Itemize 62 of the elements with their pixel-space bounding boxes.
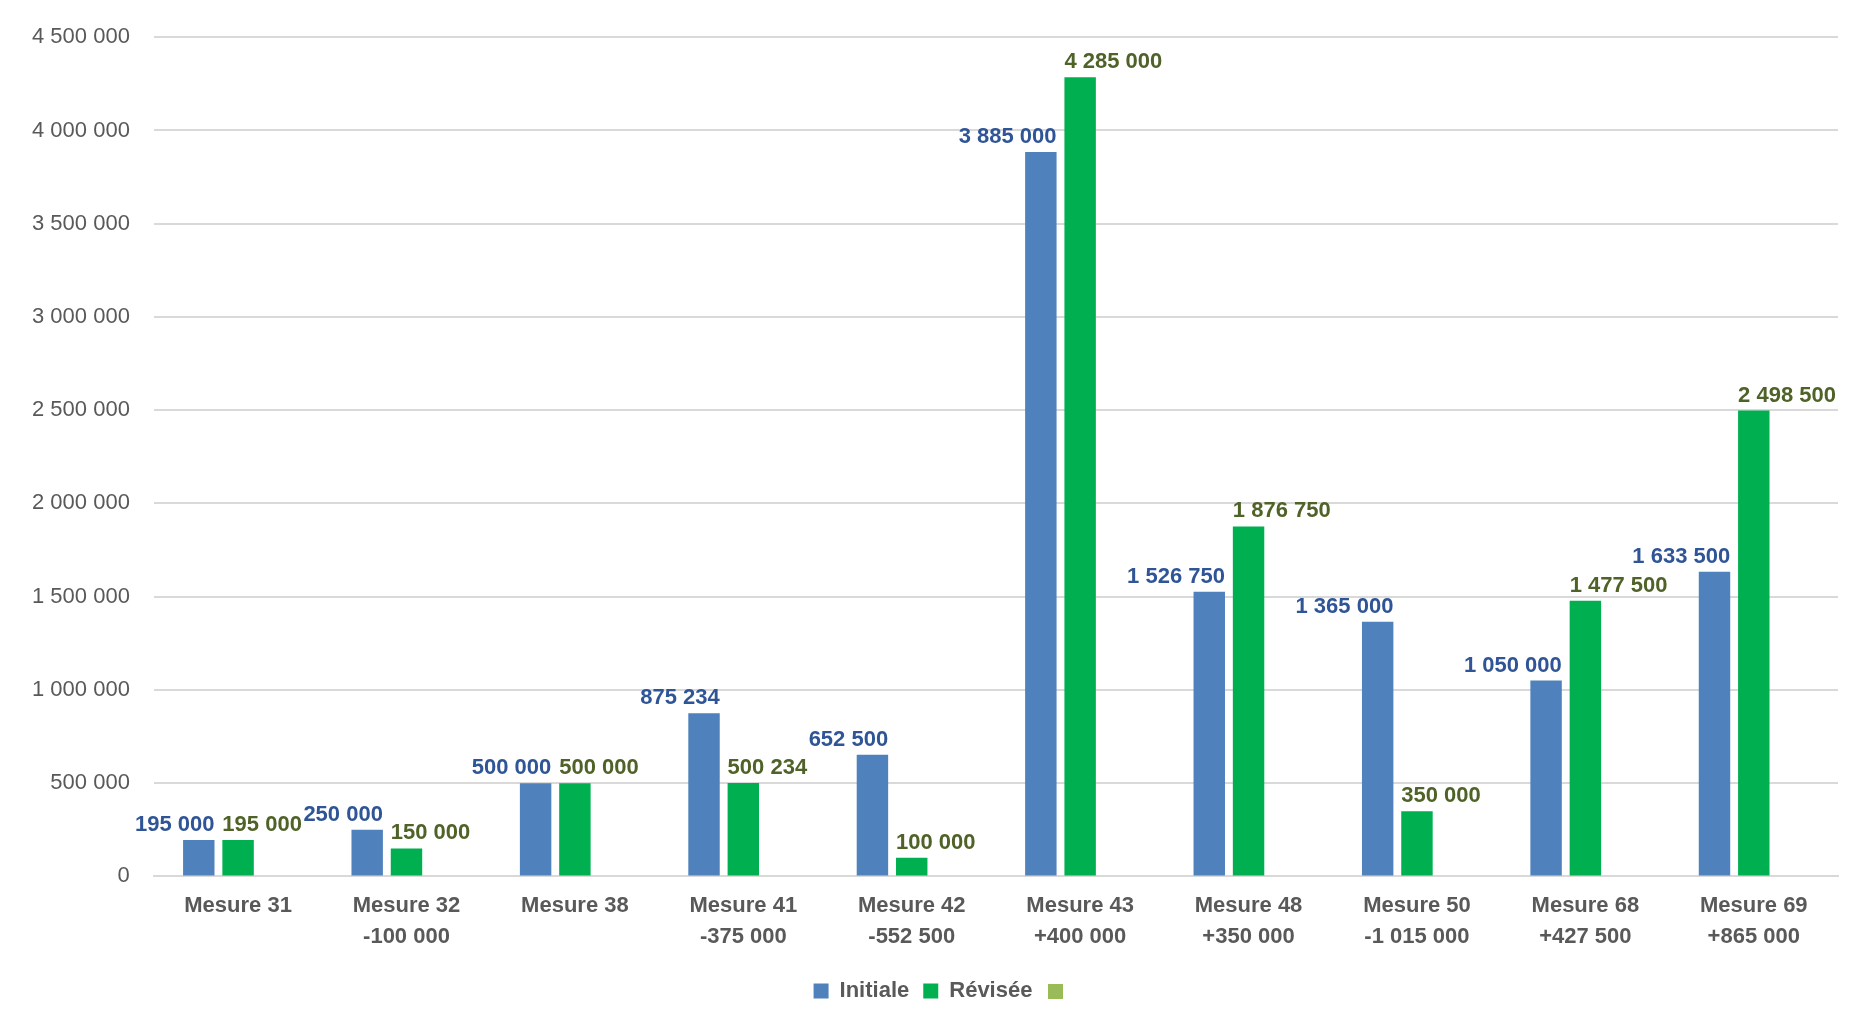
x-tick-label: Mesure 48 +350 000	[1194, 891, 1303, 948]
data-label: 875 234	[640, 684, 721, 710]
data-label: 500 000	[559, 754, 639, 780]
data-label: 250 000	[303, 800, 383, 826]
bar	[351, 829, 383, 876]
x-tick-label: Mesure 69 +865 000	[1699, 891, 1808, 948]
data-label: 500 000	[471, 754, 552, 780]
y-tick-label: 1 500 000	[32, 582, 130, 608]
bar	[559, 783, 591, 876]
y-tick-label: 4 500 000	[32, 23, 130, 49]
y-tick-label: 2 500 000	[32, 396, 130, 422]
bar	[727, 783, 760, 876]
x-tick-label: Mesure 42 -552 500	[857, 891, 966, 948]
bar	[688, 713, 720, 876]
x-tick-label: Mesure 50 -1 015 000	[1363, 891, 1471, 948]
bar	[390, 848, 423, 876]
y-tick-label: 4 000 000	[32, 116, 130, 142]
data-label: 1 477 500	[1569, 571, 1668, 597]
data-label: 4 285 000	[1064, 48, 1163, 74]
data-label: 150 000	[390, 819, 471, 845]
data-label: 1 526 750	[1127, 562, 1225, 588]
bar	[1698, 571, 1731, 876]
bar	[1738, 410, 1770, 876]
data-label: 350 000	[1401, 782, 1481, 808]
data-label: 1 365 000	[1295, 592, 1394, 618]
bar	[1025, 151, 1057, 876]
bar	[1401, 811, 1433, 876]
data-label: 652 500	[808, 725, 889, 751]
bar	[519, 783, 552, 876]
y-tick-label: 0	[117, 862, 130, 888]
data-label: 2 498 500	[1738, 381, 1836, 407]
x-tick-label: Mesure 38	[521, 891, 629, 917]
y-tick-label: 3 000 000	[32, 303, 130, 328]
x-tick-label: Mesure 68 +427 500	[1531, 891, 1640, 948]
bar	[896, 857, 928, 876]
data-label: 3 885 000	[958, 122, 1057, 148]
data-label: 1 050 000	[1463, 651, 1562, 677]
bar	[183, 840, 215, 876]
data-label: 500 234	[727, 754, 808, 780]
legend-label: Révisée	[949, 977, 1033, 1003]
y-tick-label: 1 000 000	[32, 675, 130, 701]
data-label: 195 000	[134, 811, 215, 837]
bar	[222, 840, 254, 876]
bar	[1569, 600, 1602, 876]
y-tick-label: 2 000 000	[32, 489, 130, 515]
x-tick-label: Mesure 31	[184, 891, 292, 917]
bar	[1064, 77, 1096, 876]
data-label: 1 633 500	[1632, 542, 1731, 568]
data-label: 100 000	[896, 828, 976, 854]
bar	[1361, 621, 1394, 876]
y-tick-label: 3 500 000	[32, 209, 130, 235]
x-tick-label: Mesure 41 -375 000	[689, 891, 798, 948]
bar	[1530, 680, 1562, 876]
data-label: 195 000	[222, 811, 302, 837]
bar	[1232, 526, 1265, 876]
x-tick-label: Mesure 32 -100 000	[352, 891, 461, 948]
data-label: 1 876 750	[1232, 497, 1331, 523]
legend-label: Initiale	[839, 977, 910, 1003]
bar	[856, 754, 889, 876]
x-tick-label: Mesure 43 +400 000	[1026, 891, 1134, 948]
bar	[1193, 591, 1225, 876]
y-tick-label: 500 000	[50, 769, 130, 795]
